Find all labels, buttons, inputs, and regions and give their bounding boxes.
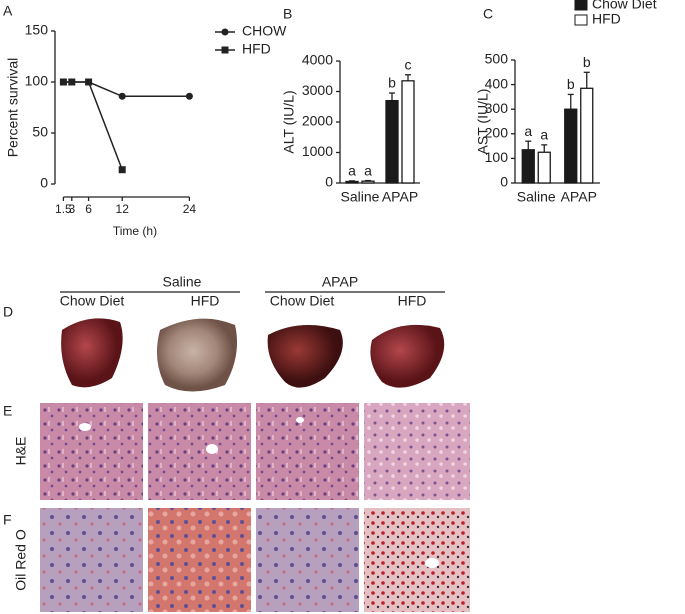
- significance-letter: a: [364, 162, 372, 178]
- legend-label: HFD: [592, 11, 621, 27]
- x-tick-label: 24: [183, 202, 197, 216]
- liver-photos: [61, 318, 445, 392]
- y-tick-label: 400: [485, 75, 509, 91]
- series-line: [63, 81, 190, 98]
- marker: [68, 78, 76, 86]
- significance-letter: b: [583, 54, 591, 70]
- y-tick-label: 50: [32, 124, 48, 140]
- x-tick-label: 3: [68, 202, 75, 216]
- significance-letter: b: [567, 76, 575, 92]
- legend-label: HFD: [242, 41, 271, 57]
- x-tick-label: Saline: [341, 189, 380, 205]
- vessel: [79, 423, 91, 431]
- marker: [59, 78, 67, 86]
- y-tick-label: 0: [40, 175, 48, 191]
- panel-letter: E: [3, 403, 12, 419]
- oil-red-image: [40, 508, 143, 612]
- group-label: Saline: [163, 274, 202, 290]
- legend-swatch: [574, 14, 588, 26]
- y-axis-label: Percent survival: [5, 58, 21, 158]
- he-image: [40, 403, 143, 500]
- row-label: Oil Red O: [13, 529, 29, 591]
- y-tick-label: 500: [485, 51, 509, 67]
- x-axis-label: Time (h): [113, 224, 157, 238]
- y-tick-label: 0: [325, 174, 333, 190]
- y-axis-label: ALT (IU/L): [281, 90, 297, 153]
- y-axis-label: AST (IU/L): [475, 89, 491, 155]
- vessel: [206, 444, 218, 454]
- y-tick-label: 2000: [302, 113, 333, 129]
- legend-marker: [221, 46, 229, 54]
- panel-letter: B: [283, 6, 292, 22]
- bar: [564, 108, 578, 184]
- x-tick-label: Saline: [517, 189, 556, 205]
- bar: [521, 149, 535, 184]
- liver-photo: [267, 325, 343, 388]
- group-label: APAP: [322, 274, 358, 290]
- marker: [85, 78, 93, 86]
- liver-photo: [156, 318, 238, 392]
- oil-red-image: [256, 508, 359, 612]
- row-label: H&E: [13, 437, 29, 466]
- marker: [118, 166, 126, 174]
- x-tick-label: 1.5: [55, 202, 72, 216]
- he-image: [364, 403, 470, 500]
- x-tick-label: APAP: [382, 189, 418, 205]
- vessel: [296, 417, 304, 423]
- y-tick-label: 0: [500, 174, 508, 190]
- vessel: [425, 558, 439, 568]
- significance-letter: a: [524, 123, 532, 139]
- x-tick-label: APAP: [561, 189, 597, 205]
- bar: [401, 80, 415, 184]
- marker: [185, 92, 193, 100]
- histology-images: [40, 403, 470, 612]
- significance-letter: a: [540, 127, 548, 143]
- oil-red-image: [364, 508, 470, 612]
- column-label: HFD: [398, 293, 427, 309]
- legend-swatch: [574, 0, 588, 11]
- panel-letter: F: [3, 512, 12, 528]
- legend-label: CHOW: [242, 23, 287, 39]
- oil-red-image: [148, 508, 251, 612]
- legend-marker: [221, 28, 229, 36]
- significance-letter: c: [405, 56, 412, 72]
- significance-letter: b: [388, 75, 396, 91]
- y-tick-label: 1000: [302, 143, 333, 159]
- bar: [361, 180, 375, 184]
- x-tick-label: 12: [116, 202, 130, 216]
- y-tick-label: 100: [25, 73, 49, 89]
- he-image: [256, 403, 359, 500]
- legend-label: Chow Diet: [592, 0, 657, 12]
- column-label: Chow Diet: [270, 293, 335, 309]
- bar: [580, 87, 594, 184]
- bar: [385, 100, 399, 184]
- he-image: [148, 403, 251, 500]
- bar: [345, 180, 359, 184]
- column-label: Chow Diet: [60, 293, 125, 309]
- y-tick-label: 300: [485, 100, 509, 116]
- y-tick-label: 200: [485, 125, 509, 141]
- y-tick-label: 3000: [302, 82, 333, 98]
- y-tick-label: 100: [485, 149, 509, 165]
- marker: [118, 92, 126, 100]
- column-label: HFD: [191, 293, 220, 309]
- series-line: [63, 81, 123, 170]
- y-tick-label: 4000: [302, 52, 333, 68]
- liver-photo: [370, 324, 445, 388]
- significance-letter: a: [348, 163, 356, 179]
- x-tick-label: 6: [85, 202, 92, 216]
- panel-letter: D: [3, 304, 13, 320]
- y-tick-label: 150: [25, 22, 49, 38]
- bar: [537, 151, 551, 184]
- panel-letter: A: [3, 3, 13, 19]
- panel-letter: C: [483, 6, 493, 22]
- liver-photo: [61, 318, 123, 388]
